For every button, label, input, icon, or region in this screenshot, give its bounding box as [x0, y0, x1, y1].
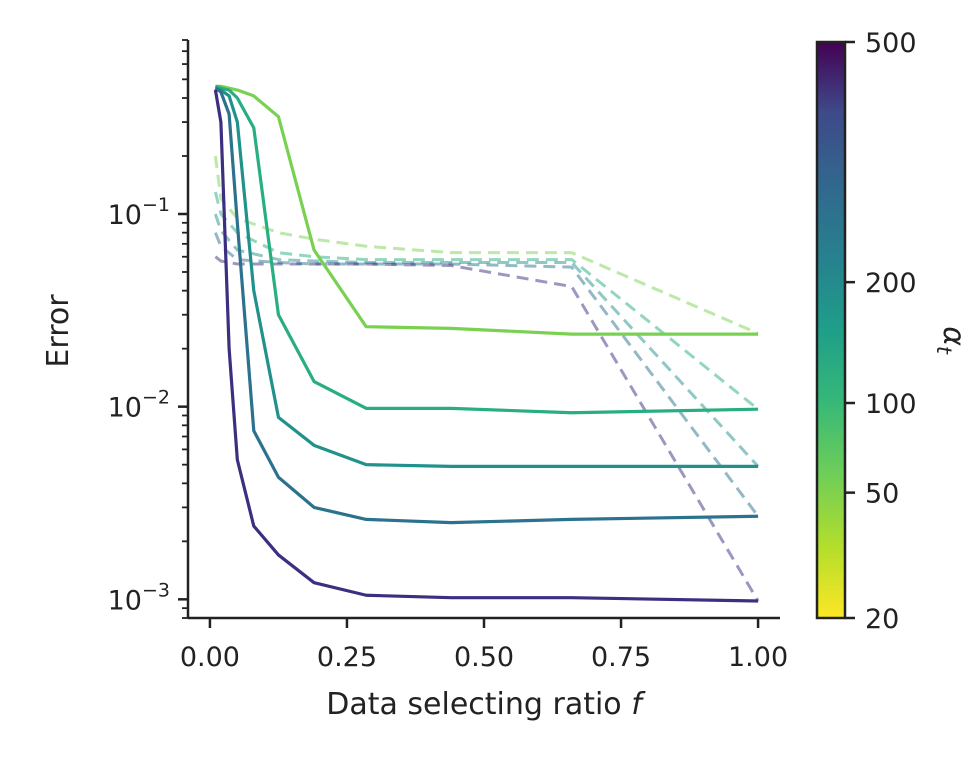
series-line-dashed-260: [213, 213, 760, 468]
x-tick-label: 1.00: [728, 642, 788, 673]
x-tick-label: 0.00: [180, 642, 240, 673]
series-line-dashed-120: [213, 155, 759, 335]
series-line-solid-260: [214, 86, 759, 468]
y-tick-label: 10−3: [108, 579, 170, 616]
y-axis-label: Error: [41, 294, 76, 368]
series-layer: [213, 84, 760, 603]
series-line-solid-180: [214, 84, 759, 415]
y-tick-label: 10−1: [108, 194, 170, 231]
colorbar-tick-label: 50: [865, 479, 899, 510]
series-line-solid-440: [213, 89, 759, 603]
x-tick-label: 0.25: [317, 642, 377, 673]
series-line-solid-120: [215, 84, 759, 336]
colorbar-ticks: 500 200 100 50 20: [845, 28, 917, 635]
colorbar-tick-label: 20: [865, 604, 899, 635]
x-ticks: 0.00 0.25 0.50 0.75 1.00: [180, 618, 788, 673]
colorbar: [815, 40, 847, 620]
x-tick-label: 0.50: [454, 642, 514, 673]
y-tick-label: 10−2: [108, 387, 170, 424]
colorbar-tick-label: 500: [865, 28, 917, 59]
x-axis-label: Data selecting ratio f: [326, 687, 646, 722]
series-line-solid-350: [214, 86, 759, 525]
series-line-dashed-440: [214, 255, 760, 602]
x-tick-label: 0.75: [591, 642, 651, 673]
series-line-dashed-180: [213, 191, 760, 411]
series-line-dashed-350: [214, 232, 760, 518]
y-ticks: 10−1 10−2 10−3: [108, 39, 188, 619]
colorbar-tick-label: 100: [865, 389, 917, 420]
colorbar-label: αt: [932, 326, 969, 355]
colorbar-tick-label: 200: [865, 268, 917, 299]
